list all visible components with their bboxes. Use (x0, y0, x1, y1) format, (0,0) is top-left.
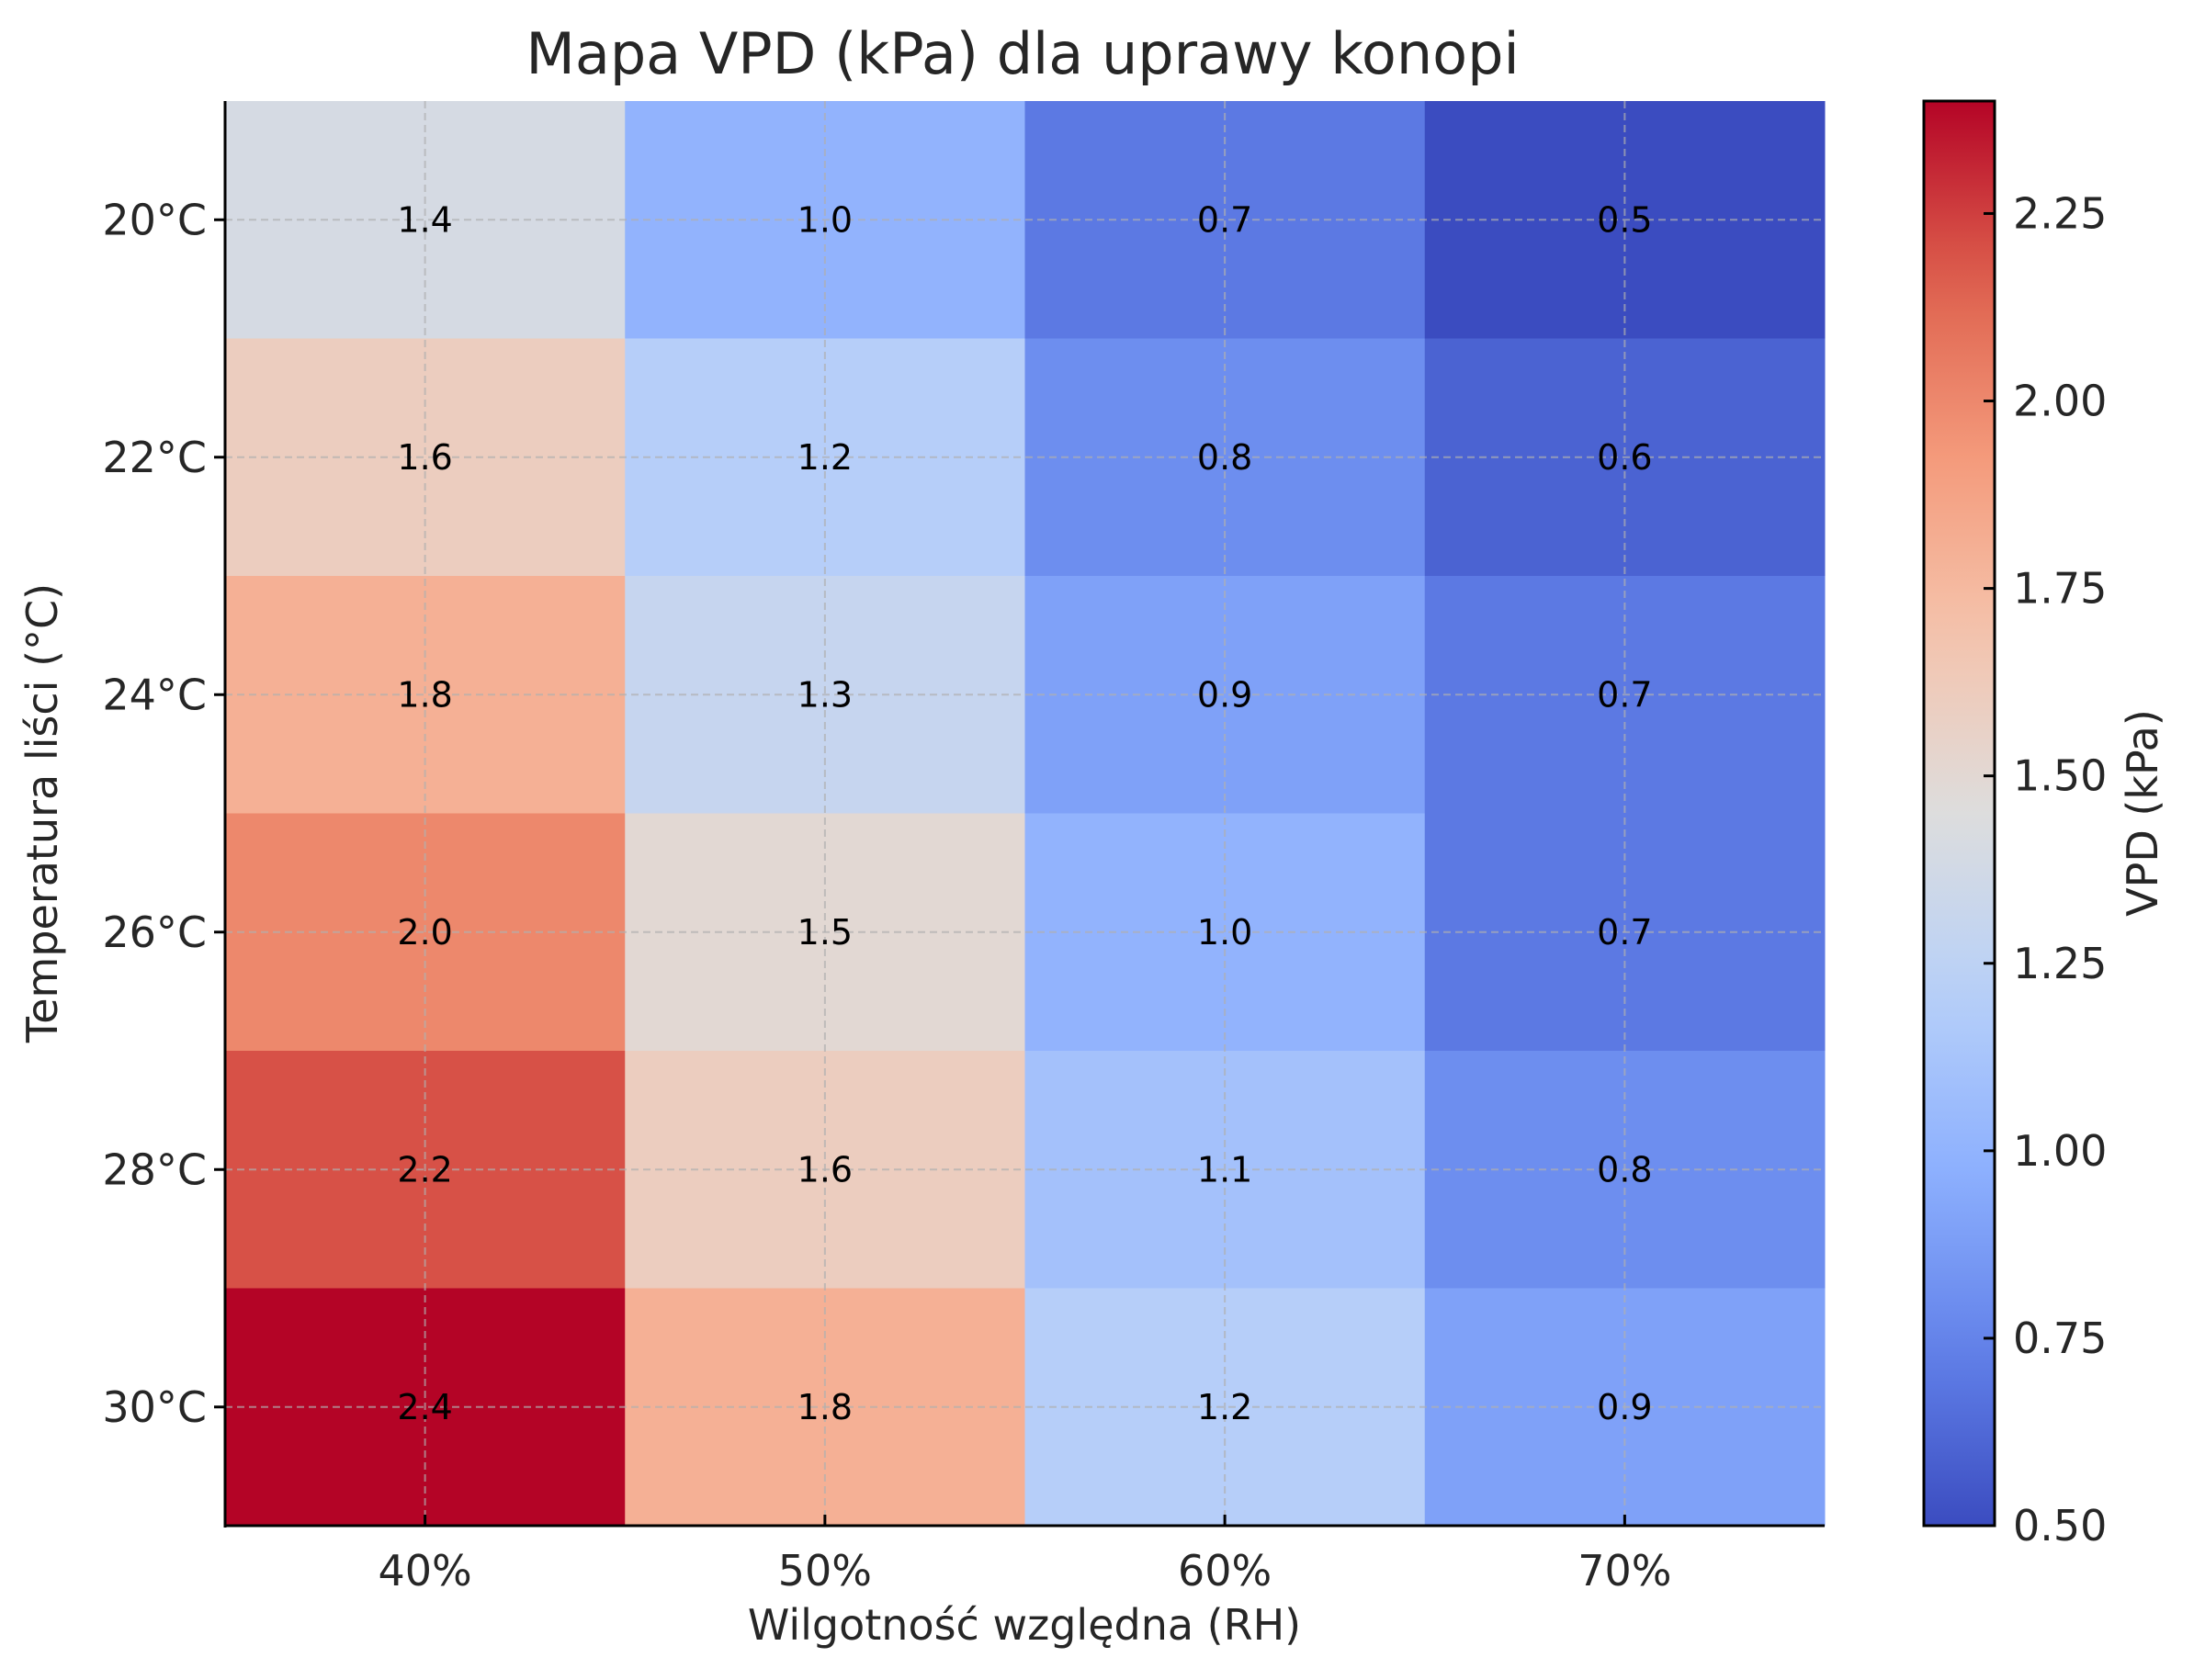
colorbar-tick-label: 1.00 (2013, 1126, 2107, 1176)
cell-value-label: 0.7 (1597, 912, 1652, 953)
cell-value-label: 0.6 (1597, 437, 1652, 478)
colorbar-tick-label: 1.75 (2013, 564, 2107, 614)
axes (223, 101, 1825, 1528)
cell-value-label: 1.0 (1197, 912, 1252, 953)
cell-value-label: 2.2 (397, 1149, 452, 1190)
cell-value-label: 0.7 (1597, 674, 1652, 715)
cell-value-label: 1.6 (797, 1149, 853, 1190)
cell-value-label: 0.9 (1197, 674, 1252, 715)
x-axis-ticks: 40% 50% 60% 70% (379, 1515, 1672, 1595)
cell-value-label: 1.2 (1197, 1387, 1252, 1427)
cell-value-label: 0.9 (1597, 1387, 1652, 1427)
cell-value-label: 1.8 (397, 674, 452, 715)
cell-value-label: 0.5 (1597, 199, 1652, 240)
x-tick-label: 70% (1577, 1546, 1671, 1595)
chart-title: Mapa VPD (kPa) dla uprawy konopi (526, 20, 1519, 87)
y-tick-label: 26°C (102, 908, 207, 957)
x-tick-label: 60% (1178, 1546, 1272, 1595)
cell-value-label: 1.2 (797, 437, 853, 478)
y-tick-label: 22°C (102, 433, 207, 482)
cell-value-label: 2.4 (397, 1387, 452, 1427)
cell-value-label: 1.5 (797, 912, 853, 953)
cell-value-label: 1.8 (797, 1387, 853, 1427)
colorbar-label: VPD (kPa) (2118, 709, 2167, 917)
colorbar: 0.50 0.75 1.00 1.25 1.50 1.75 2.00 2.25 (1922, 99, 2107, 1550)
x-tick-label: 40% (379, 1546, 472, 1595)
y-axis-ticks: 20°C 22°C 24°C 26°C 28°C 30°C (102, 195, 225, 1432)
colorbar-gradient (1922, 99, 1996, 1528)
y-tick-label: 24°C (102, 670, 207, 719)
cell-value-label: 1.1 (1197, 1149, 1252, 1190)
colorbar-tick-label: 2.25 (2013, 188, 2107, 238)
cell-value-label: 1.6 (397, 437, 452, 478)
cell-value-label: 0.8 (1597, 1149, 1652, 1190)
cell-value-label: 2.0 (397, 912, 452, 953)
cell-value-label: 1.0 (797, 199, 853, 240)
grid-lines (225, 101, 1825, 1526)
cell-value-label: 0.7 (1197, 199, 1252, 240)
cell-value-label: 0.8 (1197, 437, 1252, 478)
cell-value-label: 1.4 (397, 199, 452, 240)
colorbar-tick-label: 0.50 (2013, 1501, 2107, 1550)
y-axis-label: Temperatura liści (°C) (17, 583, 67, 1043)
y-tick-label: 20°C (102, 195, 207, 244)
colorbar-tick-label: 1.50 (2013, 751, 2107, 801)
y-tick-label: 28°C (102, 1144, 207, 1194)
x-axis-label: Wilgotność względna (RH) (748, 1600, 1301, 1650)
colorbar-tick-label: 1.25 (2013, 939, 2107, 988)
colorbar-tick-label: 2.00 (2013, 377, 2107, 426)
colorbar-tick-label: 0.75 (2013, 1314, 2107, 1363)
cell-labels: 1.4 1.0 0.7 0.5 1.6 1.2 0.8 0.6 1.8 1.3 0.9 0.7 2.0 1… (397, 199, 1652, 1427)
heatmap-cells (225, 101, 1826, 1527)
x-tick-label: 50% (778, 1546, 872, 1595)
cell-value-label: 1.3 (797, 674, 853, 715)
y-tick-label: 30°C (102, 1382, 207, 1432)
